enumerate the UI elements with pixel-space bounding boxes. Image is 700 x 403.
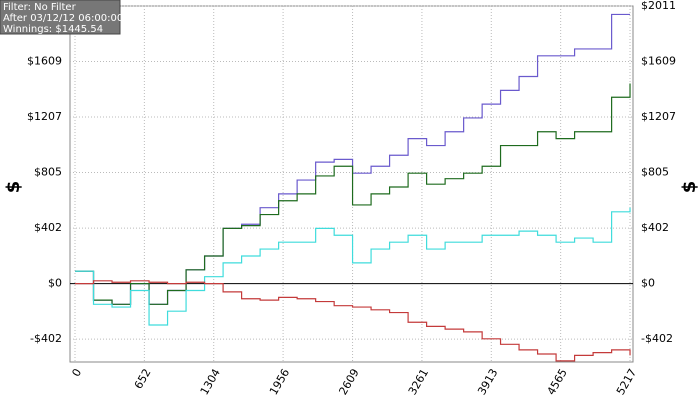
y-axis-label: $: [3, 181, 24, 194]
info-text: After 03/12/12 06:00:00: [3, 13, 123, 24]
y2-tick-label: $1207: [641, 110, 676, 123]
x-tick-label: 4565: [545, 367, 570, 398]
series-line: [75, 83, 631, 305]
y2-tick-label: $402: [641, 221, 669, 234]
series-line: [75, 207, 631, 326]
series-line: [75, 280, 631, 362]
info-text: Filter: No Filter: [3, 2, 77, 13]
x-tick-label: 3913: [475, 366, 500, 397]
x-tick-label: 3261: [406, 367, 431, 398]
x-tick-label: 1956: [267, 367, 292, 398]
x-tick-label: 0: [69, 367, 84, 380]
x-tick-label: 2609: [337, 367, 362, 398]
y2-axis-label: $: [679, 181, 700, 194]
y2-tick-label: $805: [641, 165, 669, 178]
y-tick-label: $402: [34, 221, 62, 234]
y-tick-label: $0: [48, 277, 62, 290]
y-tick-label: -$402: [30, 332, 62, 345]
plot-frame: [69, 5, 634, 363]
y2-tick-label: $1609: [641, 54, 676, 67]
y-tick-label: $1609: [27, 54, 62, 67]
x-tick-label: 652: [132, 367, 154, 392]
x-tick-label: 5217: [614, 367, 639, 398]
y2-tick-label: -$402: [641, 332, 673, 345]
info-text: Winnings: $1445.54: [3, 24, 103, 35]
y-tick-label: $805: [34, 165, 62, 178]
x-tick-label: 1304: [198, 367, 223, 398]
y-tick-label: $1207: [27, 110, 62, 123]
info-box: [0, 0, 121, 35]
y2-tick-label: $2011: [641, 0, 676, 12]
y2-tick-label: $0: [641, 277, 655, 290]
